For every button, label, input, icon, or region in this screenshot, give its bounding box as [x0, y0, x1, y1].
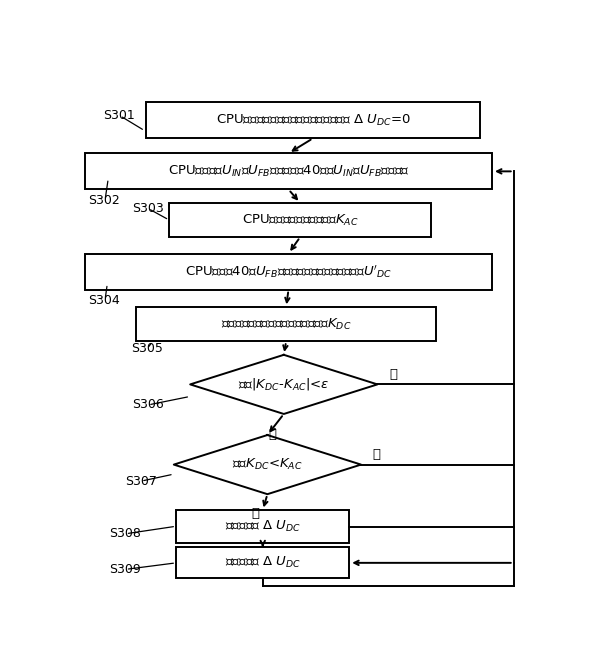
Text: S306: S306: [132, 398, 164, 411]
Text: S307: S307: [124, 475, 156, 488]
Text: 否: 否: [268, 428, 276, 441]
Text: S309: S309: [109, 563, 141, 576]
Text: 否: 否: [373, 448, 381, 461]
Bar: [176, 547, 349, 578]
Text: CPU同步采样$U_{IN}$和$U_{FB}$，获得至少40组（$U_{IN}$，$U_{FB}$）采样点: CPU同步采样$U_{IN}$和$U_{FB}$，获得至少40组（$U_{IN}…: [168, 164, 410, 179]
Text: S303: S303: [132, 202, 164, 215]
Bar: [137, 307, 436, 341]
Text: 判断$K_{DC}$<$K_{AC}$: 判断$K_{DC}$<$K_{AC}$: [232, 457, 303, 472]
Text: CPU计算交流信号衰减系数$K_{AC}$: CPU计算交流信号衰减系数$K_{AC}$: [242, 212, 359, 228]
Bar: [169, 203, 431, 237]
Bar: [176, 510, 349, 543]
Bar: [85, 254, 492, 290]
Text: 是: 是: [389, 368, 397, 381]
Text: S304: S304: [89, 294, 120, 307]
Text: S301: S301: [104, 109, 135, 122]
Text: CPU对至少40个$U_{FB}$求平均获得当前反馈网络中的$U'_{DC}$: CPU对至少40个$U_{FB}$求平均获得当前反馈网络中的$U'_{DC}$: [185, 263, 392, 280]
Text: 是: 是: [252, 506, 260, 519]
Bar: [146, 102, 480, 138]
Bar: [85, 153, 492, 189]
Text: S302: S302: [89, 194, 120, 207]
Text: 计算当前反馈网络偏置电压衰减系数$K_{DC}$: 计算当前反馈网络偏置电压衰减系数$K_{DC}$: [221, 316, 352, 332]
Text: 按步长增加 $\Delta$ $U_{DC}$: 按步长增加 $\Delta$ $U_{DC}$: [225, 519, 301, 534]
Text: 判断$|K_{DC}$-$K_{AC}|$<$\varepsilon$: 判断$|K_{DC}$-$K_{AC}|$<$\varepsilon$: [238, 376, 330, 393]
Text: CPU控制偏置补偿生成模块输出补偿电压 $\Delta$ $U_{DC}$=0: CPU控制偏置补偿生成模块输出补偿电压 $\Delta$ $U_{DC}$=0: [216, 113, 410, 128]
Text: S305: S305: [130, 342, 162, 355]
Text: S308: S308: [109, 527, 141, 540]
Text: 按步长减少 $\Delta$ $U_{DC}$: 按步长减少 $\Delta$ $U_{DC}$: [225, 555, 301, 570]
